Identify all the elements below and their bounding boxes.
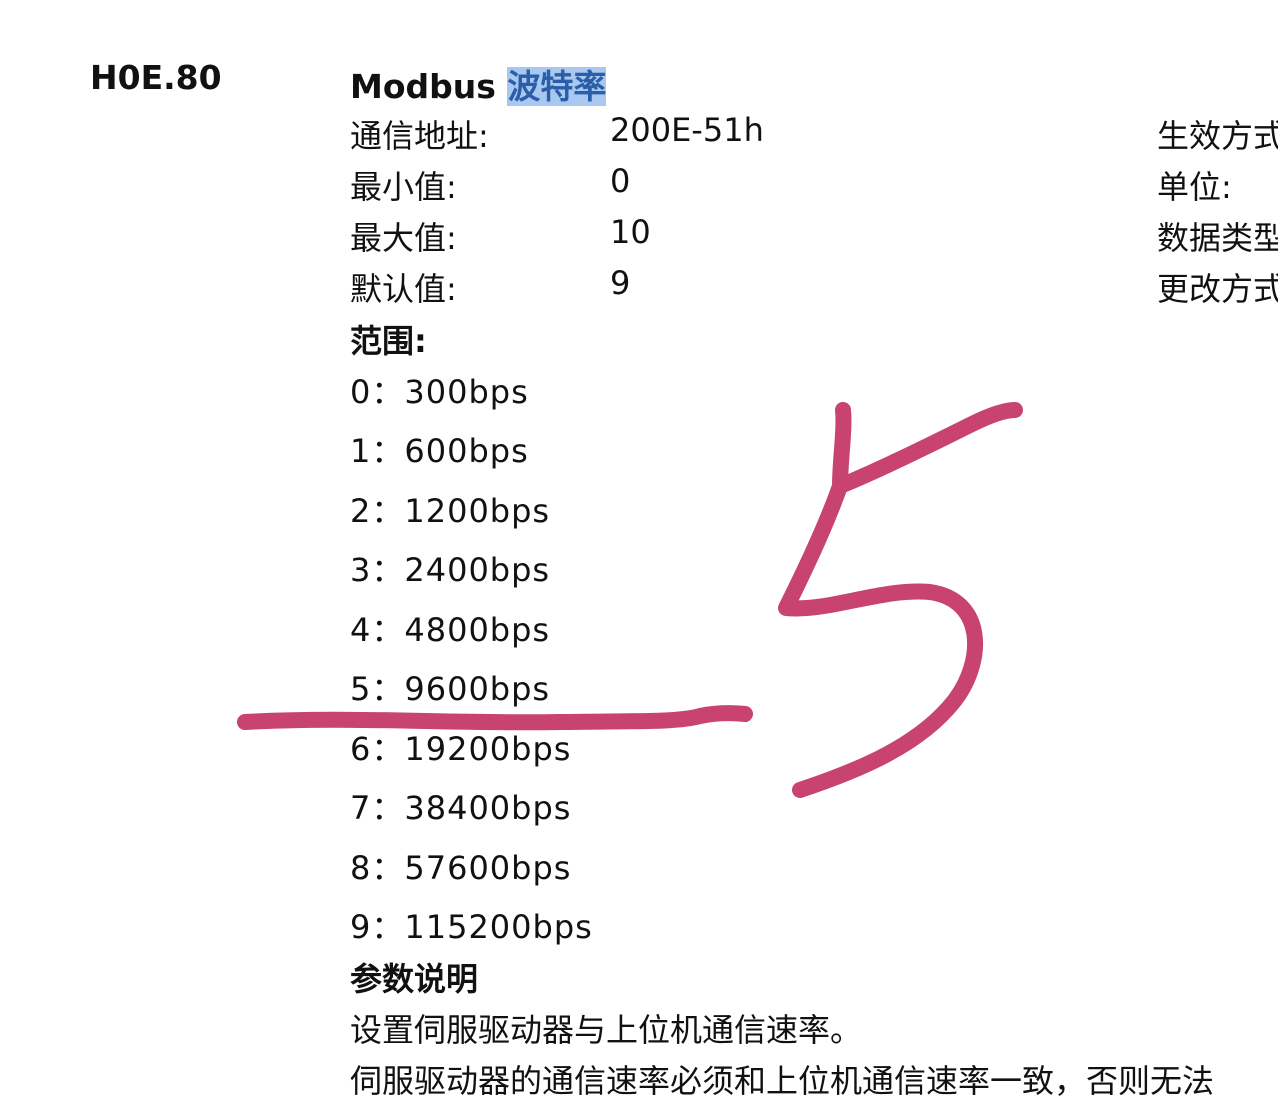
field-value-default: 9: [610, 264, 631, 302]
field-value-min: 0: [610, 162, 631, 200]
field-label-change-mode: 更改方式: [1157, 270, 1278, 308]
field-value-address: 200E-51h: [610, 111, 764, 149]
field-label-data-type: 数据类型: [1157, 219, 1278, 257]
range-option: 7：38400bps: [350, 789, 572, 827]
range-option: 5：9600bps: [350, 670, 551, 708]
field-label-effect-mode: 生效方式: [1157, 117, 1278, 155]
field-label-unit: 单位:: [1157, 168, 1232, 206]
parameter-code: H0E.80: [90, 58, 222, 97]
range-option: 3：2400bps: [350, 551, 551, 589]
range-option: 2：1200bps: [350, 492, 551, 530]
range-heading: 范围:: [350, 322, 427, 360]
range-option: 6：19200bps: [350, 730, 572, 768]
range-option: 0：300bps: [350, 373, 529, 411]
title-prefix: Modbus: [350, 67, 508, 106]
range-option: 1：600bps: [350, 432, 529, 470]
field-label-max: 最大值:: [350, 219, 457, 257]
field-value-max: 10: [610, 213, 651, 251]
field-label-address: 通信地址:: [350, 117, 489, 155]
handwritten-digit-5-top: [832, 402, 1023, 494]
description-line: 设置伺服驱动器与上位机通信速率。: [350, 1011, 863, 1049]
range-option: 8：57600bps: [350, 849, 572, 887]
field-label-min: 最小值:: [350, 168, 457, 206]
range-option: 9：115200bps: [350, 908, 593, 946]
description-line: 伺服驱动器的通信速率必须和上位机通信速率一致，否则无法: [350, 1062, 1215, 1100]
title-highlighted-selection[interactable]: 波特率: [507, 67, 607, 106]
range-option: 4：4800bps: [350, 611, 551, 649]
handwritten-underline: [237, 705, 753, 731]
description-heading: 参数说明: [350, 960, 479, 998]
parameter-title: Modbus 波特率: [350, 60, 607, 108]
field-label-default: 默认值:: [350, 270, 457, 308]
handwritten-digit-5-body: [778, 478, 983, 798]
